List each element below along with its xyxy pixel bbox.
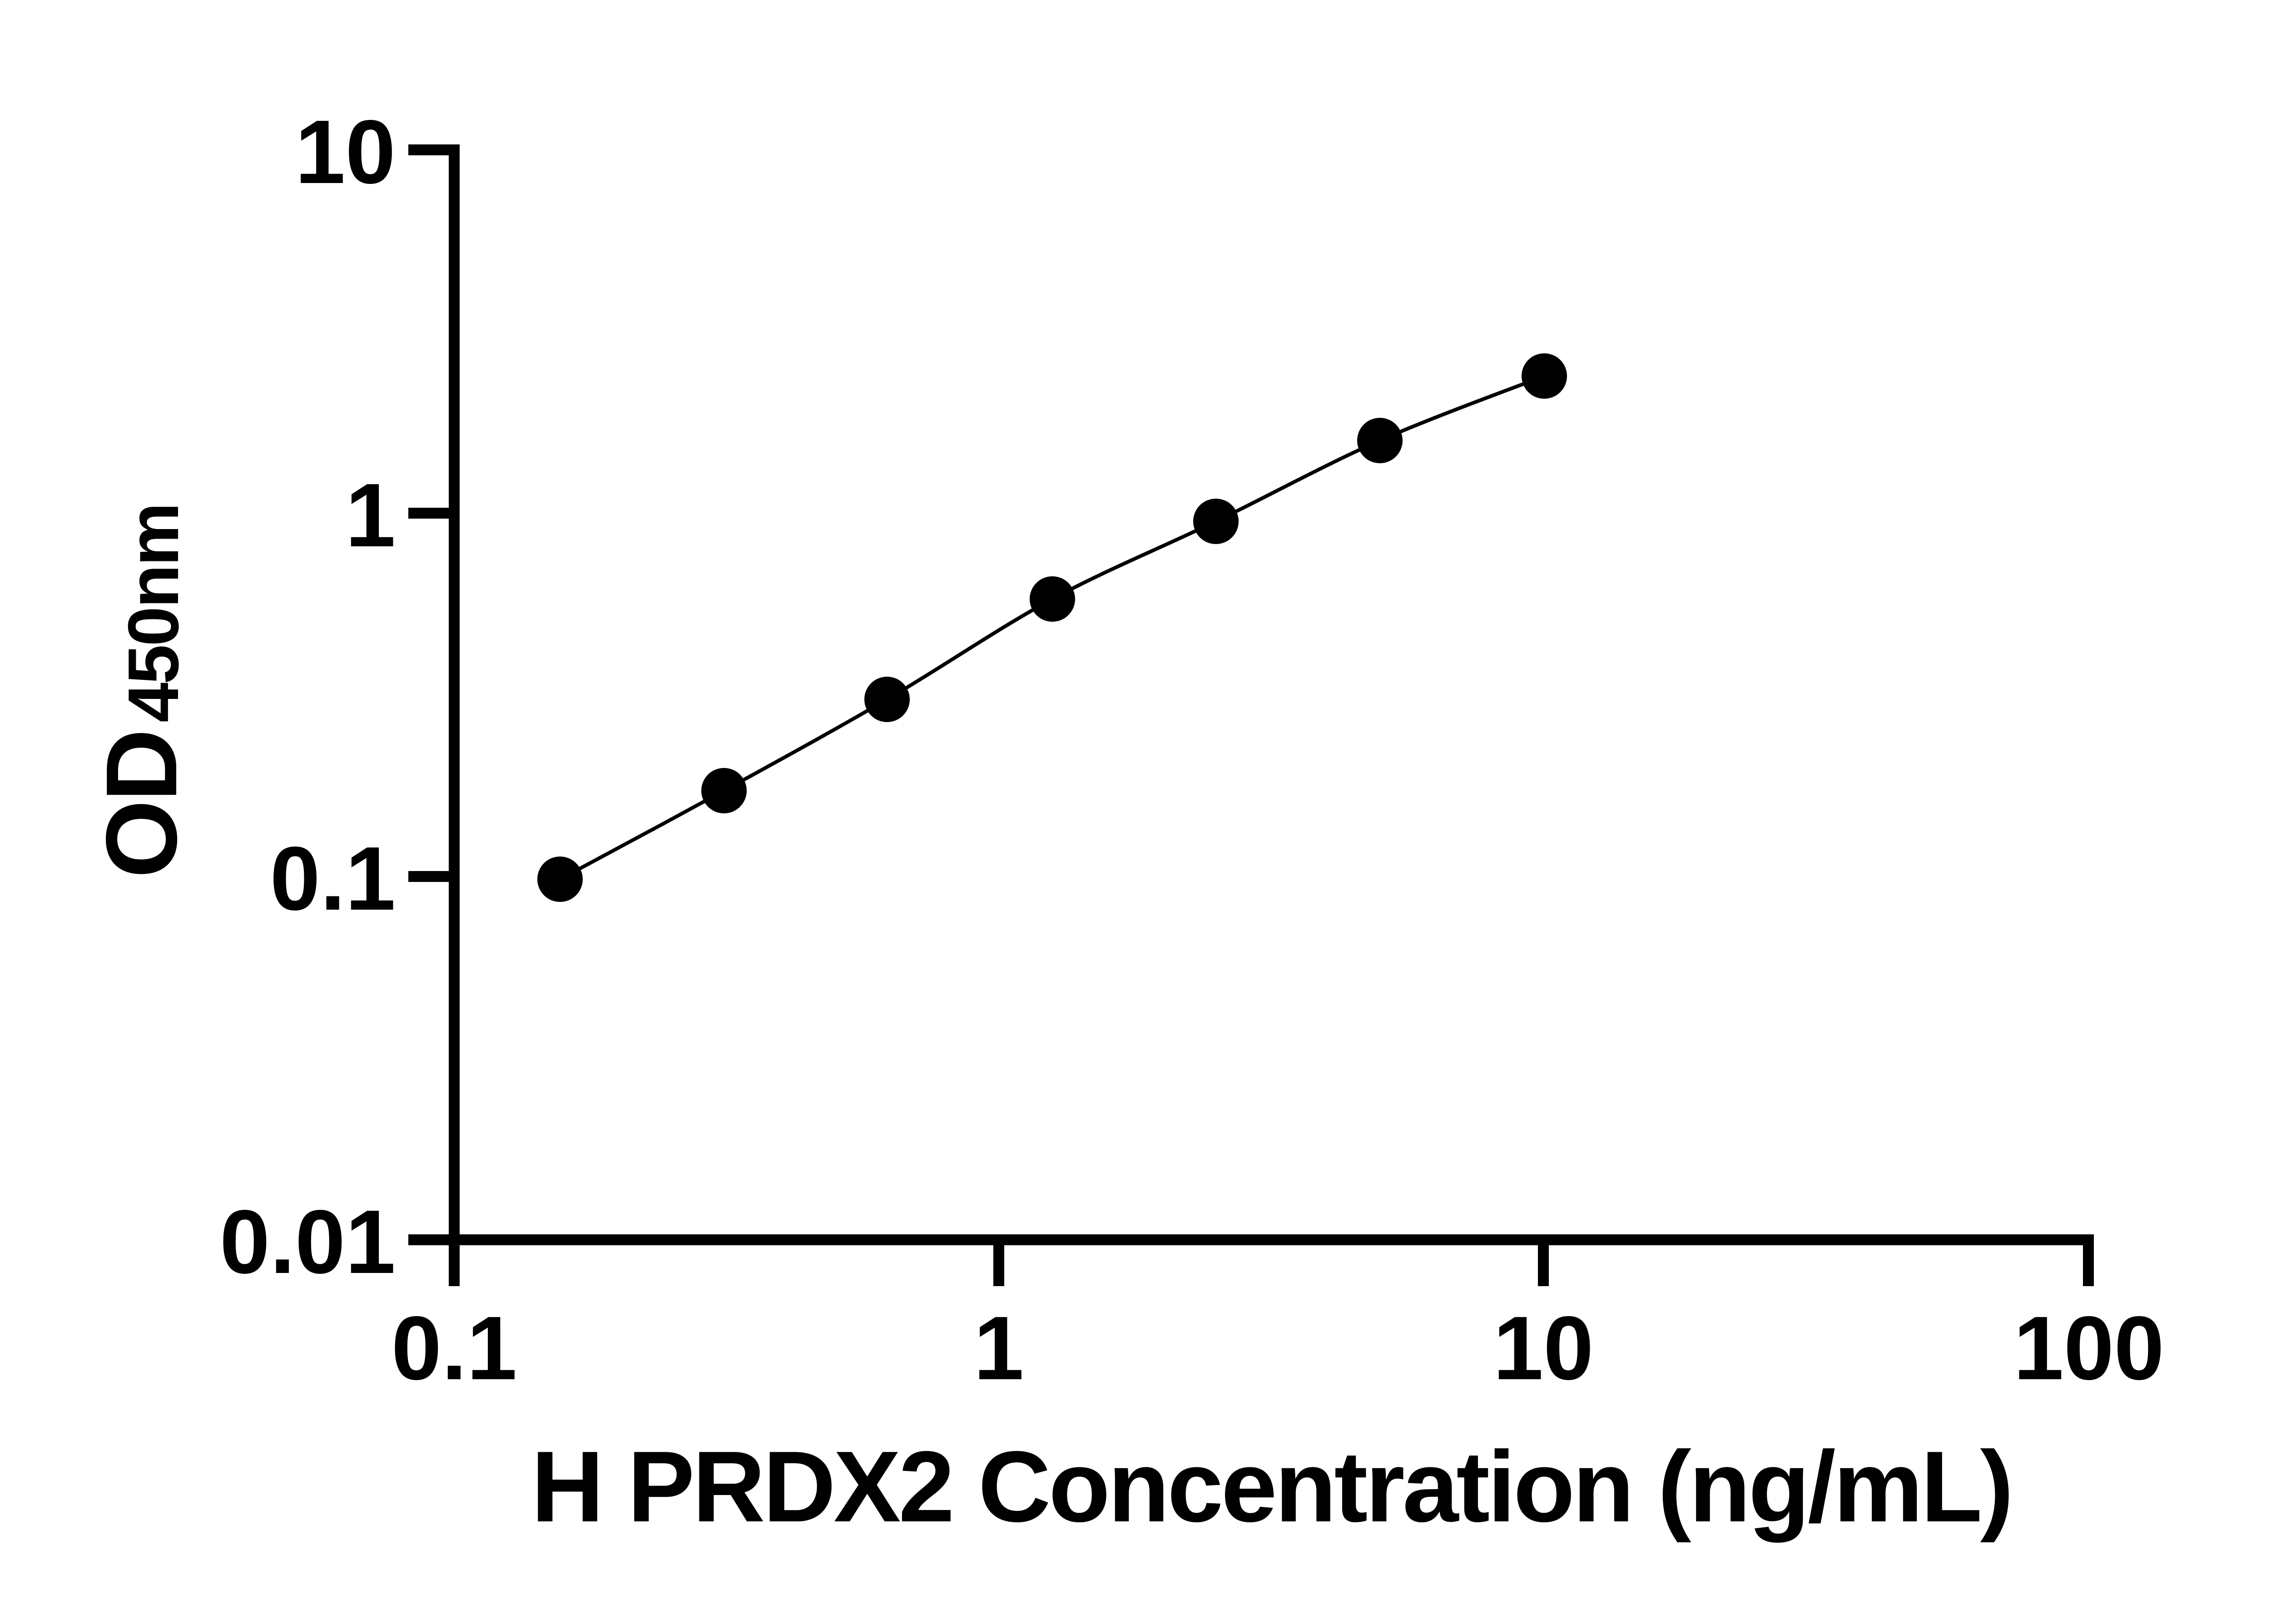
svg-text:1: 1: [974, 1298, 1024, 1399]
svg-text:0.1: 0.1: [392, 1298, 517, 1399]
svg-text:0.01: 0.01: [220, 1192, 396, 1292]
svg-text:H PRDX2 Concentration (ng/mL): H PRDX2 Concentration (ng/mL): [531, 1431, 2011, 1543]
svg-text:10: 10: [1493, 1298, 1593, 1399]
svg-text:10: 10: [295, 102, 396, 203]
svg-text:0.1: 0.1: [270, 828, 396, 929]
svg-text:100: 100: [2013, 1298, 2164, 1399]
svg-text:1: 1: [345, 465, 396, 566]
